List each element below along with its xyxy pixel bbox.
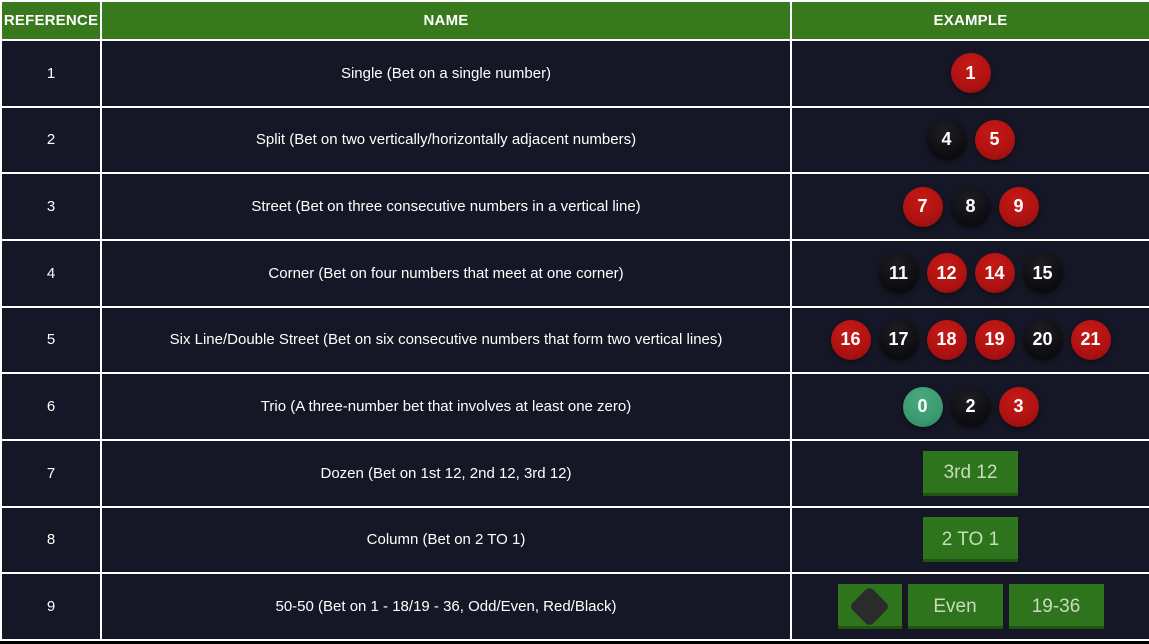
green-number-chip: 0 [902, 386, 943, 427]
black-number-chip: 11 [878, 253, 919, 294]
header-reference: REFERENCE [0, 0, 102, 41]
table-body: 1 Single (Bet on a single number) 1 2 Split … [0, 39, 1149, 641]
bet-button: 3rd 12 [923, 450, 1018, 496]
bet-name-cell: Dozen (Bet on 1st 12, 2nd 12, 3rd 12) [100, 438, 792, 508]
table-row: 7 Dozen (Bet on 1st 12, 2nd 12, 3rd 12) 3r… [0, 438, 1149, 508]
red-number-chip: 1 [950, 53, 991, 94]
reference-cell: 1 [0, 39, 102, 108]
table-row: 1 Single (Bet on a single number) 1 [0, 39, 1149, 108]
red-number-chip: 12 [926, 253, 967, 294]
table-row: 5 Six Line/Double Street (Bet on six cons… [0, 305, 1149, 375]
black-number-chip: 15 [1022, 253, 1063, 294]
red-number-chip: 9 [998, 186, 1039, 227]
example-cell: 1 [790, 39, 1149, 108]
bet-name-cell: Single (Bet on a single number) [100, 39, 792, 108]
reference-cell: 5 [0, 305, 102, 375]
black-number-chip: 20 [1022, 319, 1063, 360]
table-row: 6 Trio (A three-number bet that involves … [0, 372, 1149, 441]
bet-name-cell: Corner (Bet on four numbers that meet at… [100, 238, 792, 308]
example-cell: 2 TO 1 [790, 505, 1149, 575]
example-cell: 11 12 14 15 [790, 238, 1149, 308]
black-number-chip: 8 [950, 186, 991, 227]
reference-cell: 2 [0, 105, 102, 175]
red-number-chip: 16 [830, 319, 871, 360]
header-example: EXAMPLE [790, 0, 1149, 41]
reference-cell: 3 [0, 172, 102, 241]
red-number-chip: 14 [974, 253, 1015, 294]
black-diamond-icon [848, 586, 891, 628]
bet-name-cell: Column (Bet on 2 TO 1) [100, 505, 792, 575]
table-row: 3 Street (Bet on three consecutive number… [0, 172, 1149, 241]
bet-name-cell: Split (Bet on two vertically/horizontall… [100, 105, 792, 175]
table-row: 8 Column (Bet on 2 TO 1) 2 TO 1 [0, 505, 1149, 575]
bet-name-cell: Trio (A three-number bet that involves a… [100, 372, 792, 441]
red-number-chip: 19 [974, 319, 1015, 360]
reference-cell: 7 [0, 438, 102, 508]
black-diamond-bet-button [837, 584, 902, 630]
bet-name-cell: Six Line/Double Street (Bet on six conse… [100, 305, 792, 375]
example-cell: Even 19-36 [790, 572, 1149, 641]
example-cell: 3rd 12 [790, 438, 1149, 508]
header-row: REFERENCE NAME EXAMPLE [0, 0, 1149, 41]
black-number-chip: 4 [926, 119, 967, 160]
header-name: NAME [100, 0, 792, 41]
reference-cell: 8 [0, 505, 102, 575]
table-row: 2 Split (Bet on two vertically/horizontal… [0, 105, 1149, 175]
table-row: 9 50-50 (Bet on 1 - 18/19 - 36, Odd/Even,… [0, 572, 1149, 641]
bet-button: 19-36 [1008, 584, 1104, 630]
table-row: 4 Corner (Bet on four numbers that meet a… [0, 238, 1149, 308]
black-number-chip: 17 [878, 319, 919, 360]
reference-cell: 4 [0, 238, 102, 308]
bet-button: Even [907, 584, 1003, 630]
black-number-chip: 2 [950, 386, 991, 427]
reference-cell: 9 [0, 572, 102, 641]
red-number-chip: 21 [1070, 319, 1111, 360]
red-number-chip: 18 [926, 319, 967, 360]
bet-button: 2 TO 1 [923, 517, 1018, 563]
bet-name-cell: 50-50 (Bet on 1 - 18/19 - 36, Odd/Even, … [100, 572, 792, 641]
red-number-chip: 5 [974, 119, 1015, 160]
red-number-chip: 7 [902, 186, 943, 227]
reference-cell: 6 [0, 372, 102, 441]
red-number-chip: 3 [998, 386, 1039, 427]
bet-name-cell: Street (Bet on three consecutive numbers… [100, 172, 792, 241]
example-cell: 16 17 18 19 20 21 [790, 305, 1149, 375]
